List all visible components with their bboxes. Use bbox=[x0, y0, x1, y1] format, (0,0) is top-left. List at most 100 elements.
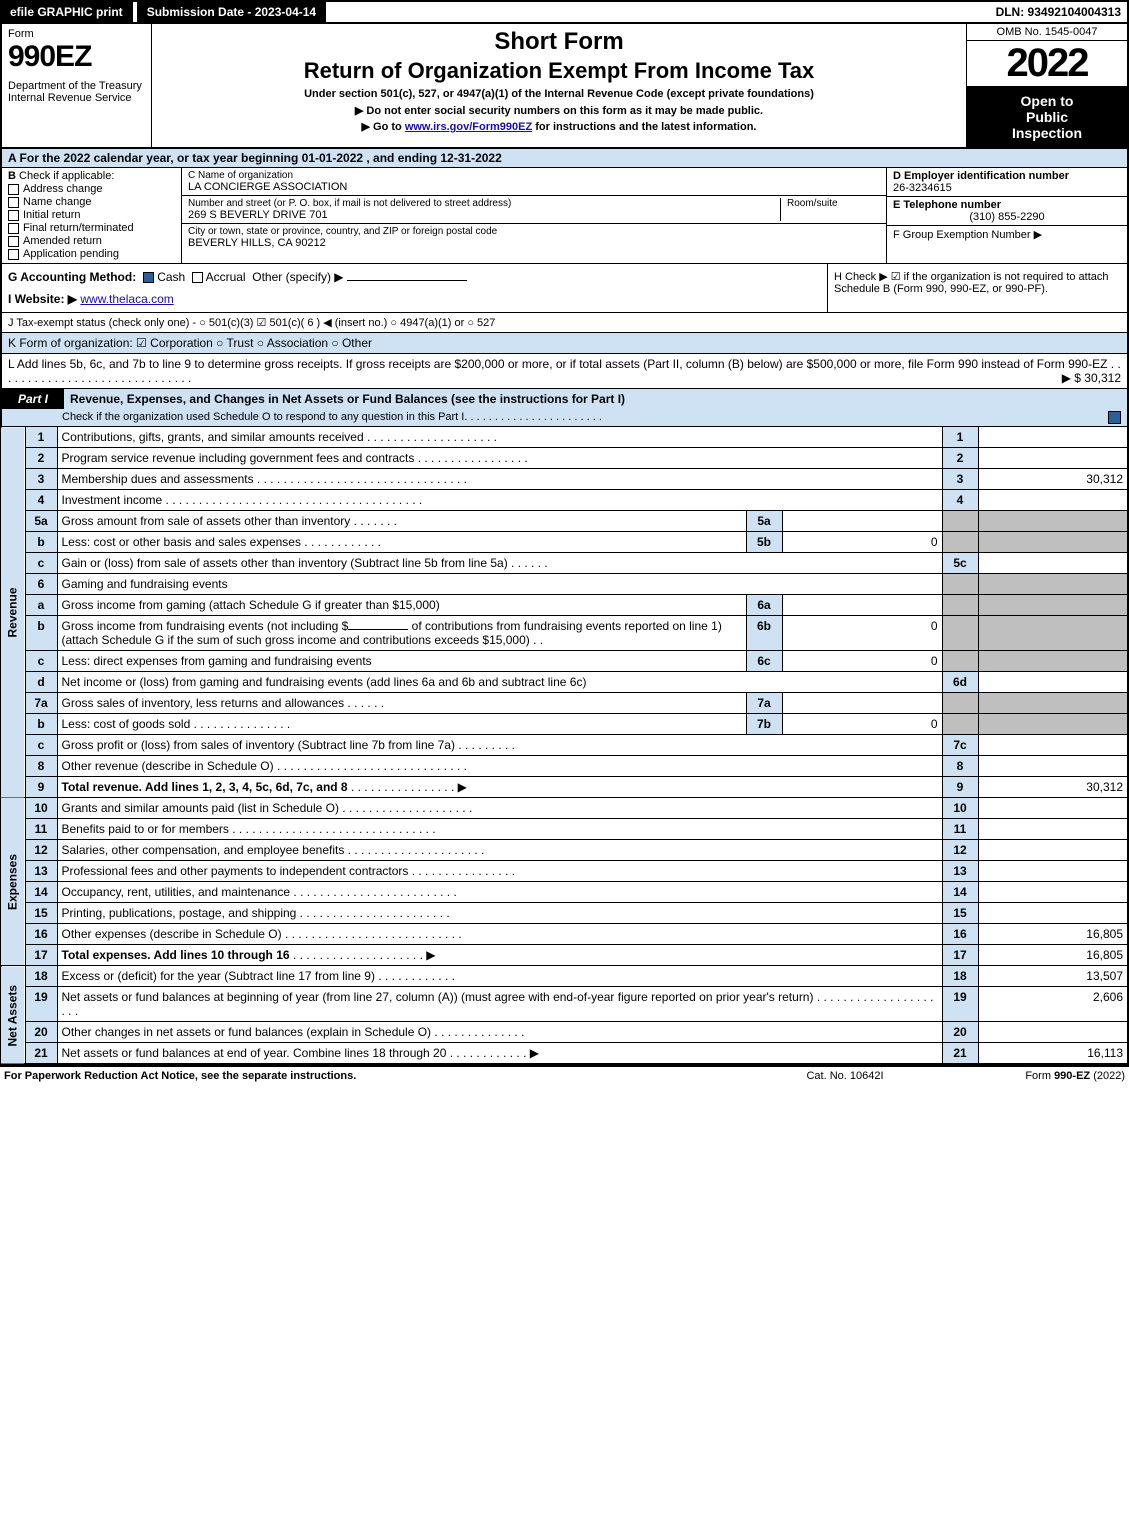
top-bar: efile GRAPHIC print Submission Date - 20… bbox=[0, 0, 1129, 24]
line-13-amount bbox=[978, 861, 1128, 882]
checkbox-icon[interactable] bbox=[8, 197, 19, 208]
line-19-num: 19 bbox=[25, 987, 57, 1022]
line-21-ref: 21 bbox=[942, 1043, 978, 1065]
section-a-text: A For the 2022 calendar year, or tax yea… bbox=[8, 151, 502, 165]
other-specify-field[interactable] bbox=[347, 280, 467, 281]
line-5a-text: Gross amount from sale of assets other t… bbox=[62, 514, 351, 528]
line-19-amount: 2,606 bbox=[978, 987, 1128, 1022]
checkbox-icon[interactable] bbox=[8, 236, 19, 247]
line-4-num: 4 bbox=[25, 490, 57, 511]
line-12-amount bbox=[978, 840, 1128, 861]
check-final-return[interactable]: Final return/terminated bbox=[8, 222, 175, 234]
part1-schedule-check: Check if the organization used Schedule … bbox=[0, 409, 1129, 427]
line-9-amount: 30,312 bbox=[978, 777, 1128, 798]
line-6a-amount-blank bbox=[978, 595, 1128, 616]
line-19-ref: 19 bbox=[942, 987, 978, 1022]
open-line2: Public bbox=[971, 109, 1123, 125]
submission-date: Submission Date - 2023-04-14 bbox=[137, 2, 326, 22]
block-gh: G Accounting Method: Cash Accrual Other … bbox=[0, 264, 1129, 313]
line-6c-num: c bbox=[25, 651, 57, 672]
line-5b-amount-blank bbox=[978, 532, 1128, 553]
line-6a-num: a bbox=[25, 595, 57, 616]
part1-table: Revenue 1 Contributions, gifts, grants, … bbox=[0, 427, 1129, 1065]
irs-link[interactable]: www.irs.gov/Form990EZ bbox=[405, 121, 532, 133]
line-5c-num: c bbox=[25, 553, 57, 574]
line-6-num: 6 bbox=[25, 574, 57, 595]
line-20-amount bbox=[978, 1022, 1128, 1043]
check-application-pending[interactable]: Application pending bbox=[8, 248, 175, 260]
check-amended[interactable]: Amended return bbox=[8, 235, 175, 247]
line-3-text: Membership dues and assessments bbox=[62, 472, 254, 486]
line-9-ref: 9 bbox=[942, 777, 978, 798]
line-2-amount bbox=[978, 448, 1128, 469]
line-9-text: Total revenue. Add lines 1, 2, 3, 4, 5c,… bbox=[62, 780, 348, 794]
line-6b-text1: Gross income from fundraising events (no… bbox=[62, 619, 349, 633]
line-1-ref: 1 bbox=[942, 427, 978, 448]
checkbox-icon[interactable] bbox=[8, 184, 19, 195]
checkbox-accrual-icon[interactable] bbox=[192, 272, 203, 283]
checkbox-schedule-o-icon[interactable] bbox=[1108, 411, 1121, 424]
line-21-text: Net assets or fund balances at end of ye… bbox=[62, 1046, 447, 1060]
line-7a-subnum: 7a bbox=[746, 693, 782, 714]
line-6c-ref-blank bbox=[942, 651, 978, 672]
section-h: H Check ▶ ☑ if the organization is not r… bbox=[827, 264, 1127, 312]
website-link[interactable]: www.thelaca.com bbox=[80, 292, 173, 306]
line-15-ref: 15 bbox=[942, 903, 978, 924]
line-6a-subnum: 6a bbox=[746, 595, 782, 616]
line-14-amount bbox=[978, 882, 1128, 903]
line-16-amount: 16,805 bbox=[978, 924, 1128, 945]
line-14-ref: 14 bbox=[942, 882, 978, 903]
city: BEVERLY HILLS, CA 90212 bbox=[188, 237, 880, 249]
line-2-text: Program service revenue including govern… bbox=[62, 451, 415, 465]
efile-label[interactable]: efile GRAPHIC print bbox=[2, 2, 133, 22]
check-address-change[interactable]: Address change bbox=[8, 183, 175, 195]
section-l-text: L Add lines 5b, 6c, and 7b to line 9 to … bbox=[8, 357, 1107, 371]
line-1-num: 1 bbox=[25, 427, 57, 448]
goto-suffix: for instructions and the latest informat… bbox=[532, 121, 756, 133]
line-5a-ref-blank bbox=[942, 511, 978, 532]
section-b: B Check if applicable: Address change Na… bbox=[2, 168, 182, 263]
line-4-text: Investment income bbox=[62, 493, 163, 507]
line-7b-subval: 0 bbox=[782, 714, 942, 735]
checkbox-icon[interactable] bbox=[8, 210, 19, 221]
check-initial-return[interactable]: Initial return bbox=[8, 209, 175, 221]
line-5c-amount bbox=[978, 553, 1128, 574]
side-label-netassets: Net Assets bbox=[1, 966, 25, 1065]
line-11-num: 11 bbox=[25, 819, 57, 840]
form-word: Form bbox=[8, 28, 145, 40]
line-5b-text: Less: cost or other basis and sales expe… bbox=[62, 535, 301, 549]
checkbox-icon[interactable] bbox=[8, 223, 19, 234]
line-13-num: 13 bbox=[25, 861, 57, 882]
line-18-amount: 13,507 bbox=[978, 966, 1128, 987]
line-4-ref: 4 bbox=[942, 490, 978, 511]
section-def: D Employer identification number 26-3234… bbox=[887, 168, 1127, 263]
line-11-text: Benefits paid to or for members bbox=[62, 822, 229, 836]
line-4-amount bbox=[978, 490, 1128, 511]
group-exemption-label: F Group Exemption Number ▶ bbox=[893, 229, 1042, 241]
page-footer: For Paperwork Reduction Act Notice, see … bbox=[0, 1065, 1129, 1085]
section-g: G Accounting Method: Cash Accrual Other … bbox=[8, 270, 821, 284]
line-19-text: Net assets or fund balances at beginning… bbox=[62, 990, 814, 1004]
form-id-block: Form 990EZ Department of the Treasury In… bbox=[2, 24, 152, 147]
dln: DLN: 93492104004313 bbox=[990, 2, 1127, 22]
line-6-ref-blank bbox=[942, 574, 978, 595]
checkbox-icon[interactable] bbox=[8, 249, 19, 260]
line-7b-text: Less: cost of goods sold bbox=[62, 717, 191, 731]
line-6b-ref-blank bbox=[942, 616, 978, 651]
footer-form: Form 990-EZ (2022) bbox=[945, 1070, 1125, 1082]
line-6b-amount-blank bbox=[978, 616, 1128, 651]
line-5b-ref-blank bbox=[942, 532, 978, 553]
line-21-num: 21 bbox=[25, 1043, 57, 1065]
line-13-ref: 13 bbox=[942, 861, 978, 882]
line-2-ref: 2 bbox=[942, 448, 978, 469]
line-5a-amount-blank bbox=[978, 511, 1128, 532]
checkbox-cash-icon[interactable] bbox=[143, 272, 154, 283]
line-12-num: 12 bbox=[25, 840, 57, 861]
line-2-num: 2 bbox=[25, 448, 57, 469]
org-name: LA CONCIERGE ASSOCIATION bbox=[188, 181, 880, 193]
section-l: L Add lines 5b, 6c, and 7b to line 9 to … bbox=[0, 354, 1129, 389]
check-name-change[interactable]: Name change bbox=[8, 196, 175, 208]
other-label: Other (specify) ▶ bbox=[252, 270, 343, 284]
phone: (310) 855-2290 bbox=[893, 211, 1121, 223]
line-6c-subval: 0 bbox=[782, 651, 942, 672]
